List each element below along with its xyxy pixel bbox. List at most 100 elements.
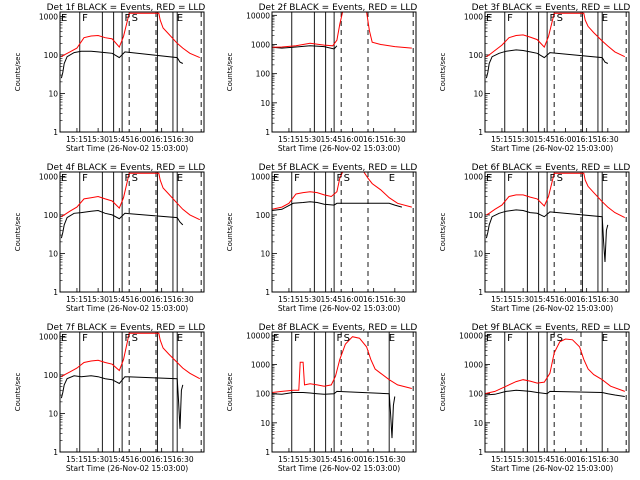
x-tick-label: 16:15 — [363, 295, 385, 304]
series-lld-line — [486, 12, 626, 58]
y-tick-label: 100 — [256, 211, 271, 220]
panel-title: Det 8f BLACK = Events, RED = LLD — [259, 323, 418, 333]
series-lld-line — [272, 172, 412, 210]
x-axis-label: Start Time (26-Nov-02 15:03:00) — [278, 304, 400, 313]
plot-area — [60, 332, 202, 452]
x-tick-label: 16:15 — [151, 455, 173, 464]
plot-area — [60, 12, 202, 132]
panel-det-5: Det 5f BLACK = Events, RED = LLD Counts/s… — [226, 163, 417, 313]
x-tick-label: 15:30 — [512, 135, 534, 144]
y-tick-label: 10 — [473, 419, 483, 428]
y-axis-label: Counts/sec — [226, 213, 234, 252]
x-axis-label: Start Time (26-Nov-02 15:03:00) — [66, 144, 188, 153]
interval-marker-label: E — [61, 333, 67, 344]
x-tick-label: 16:00 — [342, 455, 364, 464]
x-tick-label: 16:30 — [597, 135, 619, 144]
panel-title: Det 1f BLACK = Events, RED = LLD — [47, 3, 206, 13]
x-tick-label: 16:30 — [597, 455, 619, 464]
plot-frame — [59, 171, 205, 293]
panel-det-6: Det 6f BLACK = Events, RED = LLD Counts/s… — [439, 163, 630, 313]
interval-marker-label: E — [177, 13, 183, 24]
y-tick-label: 1000 — [251, 360, 270, 369]
series-lld-line — [272, 12, 412, 49]
x-tick-label: 15:45 — [108, 135, 130, 144]
series-events-line — [272, 201, 403, 211]
plot-frame — [484, 331, 630, 453]
y-tick-label: 1 — [53, 128, 58, 137]
interval-marker-label: F — [550, 173, 556, 184]
x-tick-label: 16:30 — [384, 295, 406, 304]
y-tick-label: 10 — [260, 419, 270, 428]
x-tick-label: 16:00 — [555, 135, 577, 144]
plot-frame — [484, 171, 630, 293]
x-tick-label: 15:30 — [299, 455, 321, 464]
panel-title: Det 7f BLACK = Events, RED = LLD — [47, 323, 206, 333]
interval-marker-label: E — [486, 173, 492, 184]
interval-marker-label: E — [602, 13, 608, 24]
y-tick-label: 1 — [53, 288, 58, 297]
x-tick-label: 16:30 — [384, 455, 406, 464]
x-axis-label: Start Time (26-Nov-02 15:03:00) — [278, 464, 400, 473]
y-tick-label: 1 — [478, 288, 483, 297]
panel-title: Det 5f BLACK = Events, RED = LLD — [259, 163, 418, 173]
x-tick-label: 16:30 — [172, 135, 194, 144]
y-axis-label: Counts/sec — [14, 213, 22, 252]
panel-title: Det 2f BLACK = Events, RED = LLD — [259, 3, 418, 13]
interval-marker-label: F — [82, 13, 88, 24]
x-tick-label: 16:30 — [172, 295, 194, 304]
y-tick-label: 1000 — [464, 172, 483, 181]
y-axis-label: Counts/sec — [439, 213, 447, 252]
x-tick-label: 15:15 — [491, 455, 513, 464]
y-tick-label: 10 — [260, 99, 270, 108]
x-tick-label: 16:00 — [342, 135, 364, 144]
x-tick-label: 15:30 — [87, 295, 109, 304]
panel-title: Det 3f BLACK = Events, RED = LLD — [472, 3, 631, 13]
x-axis-label: Start Time (26-Nov-02 15:03:00) — [66, 304, 188, 313]
y-tick-label: 100 — [44, 51, 59, 60]
x-tick-label: 15:30 — [87, 455, 109, 464]
x-tick-label: 16:15 — [576, 295, 598, 304]
x-tick-label: 16:00 — [130, 455, 152, 464]
y-tick-label: 1000 — [39, 332, 58, 341]
y-axis-label: Counts/sec — [226, 53, 234, 92]
y-tick-label: 1000 — [464, 360, 483, 369]
interval-marker-label: E — [177, 173, 183, 184]
interval-marker-label: E — [273, 333, 279, 344]
interval-marker-label: F — [337, 333, 343, 344]
series-lld-line — [486, 172, 626, 219]
plot-area — [272, 12, 414, 132]
interval-marker-label: S — [344, 333, 350, 344]
x-tick-label: 15:30 — [299, 135, 321, 144]
x-axis-label: Start Time (26-Nov-02 15:03:00) — [491, 144, 613, 153]
x-tick-label: 16:30 — [384, 135, 406, 144]
interval-marker-label: F — [337, 173, 343, 184]
interval-marker-label: F — [550, 13, 556, 24]
x-tick-label: 16:15 — [576, 135, 598, 144]
y-tick-label: 1 — [265, 288, 270, 297]
plot-frame — [271, 11, 417, 133]
panel-det-1: Det 1f BLACK = Events, RED = LLD Counts/s… — [14, 3, 205, 153]
interval-marker-label: E — [602, 333, 608, 344]
y-axis-label: Counts/sec — [439, 373, 447, 412]
plot-area — [272, 172, 414, 292]
interval-marker-label: S — [132, 13, 138, 24]
y-tick-label: 10000 — [246, 331, 270, 340]
y-axis-label: Counts/sec — [14, 373, 22, 412]
plot-area — [272, 332, 414, 452]
y-tick-label: 10 — [48, 409, 58, 418]
x-tick-label: 15:45 — [320, 135, 342, 144]
x-tick-label: 15:30 — [299, 295, 321, 304]
x-tick-label: 16:30 — [172, 455, 194, 464]
x-tick-label: 15:45 — [320, 455, 342, 464]
x-tick-label: 15:30 — [512, 455, 534, 464]
x-axis-label: Start Time (26-Nov-02 15:03:00) — [491, 464, 613, 473]
interval-marker-label: S — [557, 173, 563, 184]
y-tick-label: 10 — [260, 249, 270, 258]
x-tick-label: 15:45 — [108, 295, 130, 304]
y-tick-label: 1 — [478, 128, 483, 137]
series-events-line — [272, 390, 396, 439]
interval-marker-label: E — [61, 173, 67, 184]
y-tick-label: 1 — [265, 128, 270, 137]
interval-marker-label: F — [507, 13, 513, 24]
interval-marker-label: F — [82, 333, 88, 344]
